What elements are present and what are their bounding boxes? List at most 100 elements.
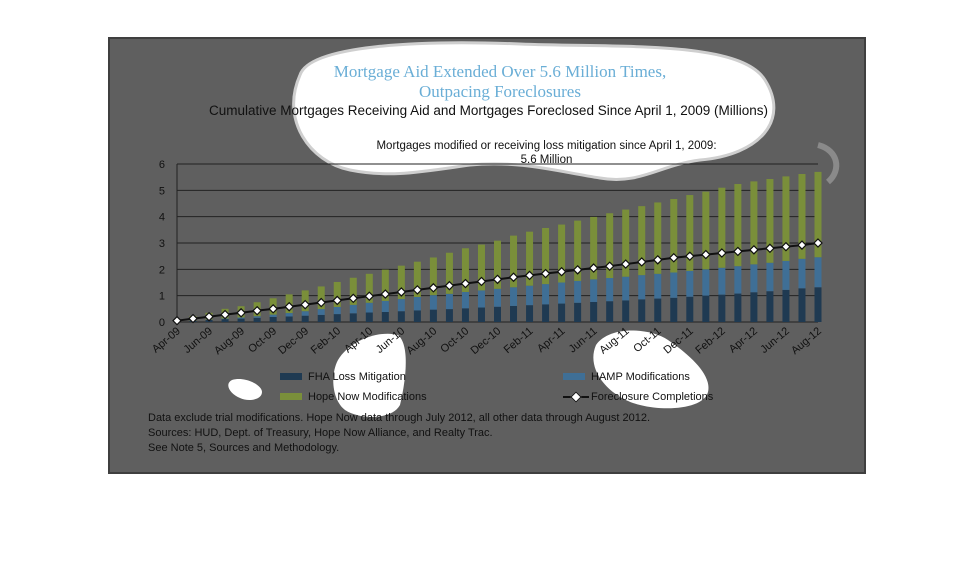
bar-fha-loss-mitigation (445, 309, 453, 322)
blob-right-cutout (593, 330, 709, 409)
bar-hamp-modifications (301, 311, 309, 316)
bar-hamp-modifications (253, 316, 261, 318)
y-tick-label: 3 (159, 238, 165, 250)
bar-hope-now-modifications (413, 261, 421, 297)
bar-fha-loss-mitigation (670, 297, 678, 322)
foreclosure-marker (332, 295, 343, 306)
bar-fha-loss-mitigation (365, 312, 373, 322)
foreclosure-marker (668, 252, 679, 263)
bar-hope-now-modifications (558, 224, 566, 283)
bar-hamp-modifications (381, 300, 389, 312)
bar-fha-loss-mitigation (590, 301, 598, 322)
bar-fha-loss-mitigation (349, 313, 357, 322)
bar-hope-now-modifications (365, 273, 373, 303)
bar-hamp-modifications (461, 291, 469, 309)
bar-fha-loss-mitigation (702, 295, 710, 322)
x-tick-label: Feb-11 (502, 325, 536, 356)
legend-swatch (563, 391, 589, 403)
y-axis-ticks: 0 1 2 3 4 5 6 (159, 159, 165, 329)
y-tick-label: 0 (159, 317, 165, 329)
legend-label: Foreclosure Completions (591, 391, 714, 403)
stacked-bars (173, 171, 822, 322)
x-tick-label: Dec-10 (469, 325, 504, 357)
x-tick-label: Dec-09 (276, 325, 311, 357)
bar-hamp-modifications (317, 309, 325, 315)
bar-fha-loss-mitigation (285, 316, 293, 322)
bar-fha-loss-mitigation (429, 309, 437, 322)
bar-fha-loss-mitigation (686, 296, 694, 322)
legend-label: HAMP Modifications (591, 371, 690, 383)
y-tick-label: 4 (159, 212, 165, 224)
foreclosure-marker (508, 272, 519, 283)
foreclosure-marker (204, 311, 214, 322)
bar-hope-now-modifications (798, 174, 806, 259)
foreclosure-marker (733, 246, 743, 257)
footnote-sources: Sources: HUD, Dept. of Treasury, Hope No… (148, 427, 493, 439)
bar-hamp-modifications (510, 287, 518, 306)
foreclosure-marker (268, 303, 278, 314)
foreclosure-marker (813, 238, 823, 248)
legend-label: FHA Loss Mitigation (308, 371, 406, 383)
y-tick-label: 6 (159, 159, 165, 171)
foreclosure-marker (588, 263, 599, 273)
x-tick-label: Aug-11 (597, 325, 631, 356)
bar-hamp-modifications (798, 258, 806, 289)
bar-hope-now-modifications (590, 216, 598, 280)
bar-hope-now-modifications (670, 199, 678, 273)
footnote-methodology: See Note 5, Sources and Methodology. (148, 442, 340, 454)
bar-fha-loss-mitigation (814, 287, 822, 322)
bar-fha-loss-mitigation (654, 298, 662, 322)
bar-hope-now-modifications (494, 240, 501, 289)
x-tick-label: Dec-11 (661, 325, 695, 356)
bar-hope-now-modifications (445, 252, 453, 294)
bar-fha-loss-mitigation (461, 308, 469, 322)
bar-hope-now-modifications (734, 184, 742, 267)
callout-arrow (817, 142, 840, 185)
bar-hope-now-modifications (814, 171, 822, 258)
x-tick-label: Aug-10 (404, 325, 439, 357)
foreclosure-marker (652, 255, 663, 265)
legend-swatch (280, 373, 302, 380)
bar-fha-loss-mitigation (301, 315, 309, 322)
foreclosure-marker (412, 285, 423, 295)
bar-hamp-modifications (237, 317, 245, 319)
bar-hope-now-modifications (461, 248, 469, 292)
chart-annotation: Mortgages modified or receiving loss mit… (376, 140, 717, 166)
bar-hope-now-modifications (542, 227, 550, 285)
bar-fha-loss-mitigation (798, 288, 806, 322)
x-tick-label: Apr-09 (150, 325, 183, 355)
foreclosure-marker (572, 265, 583, 275)
bar-hamp-modifications (670, 272, 678, 298)
bar-fha-loss-mitigation (638, 299, 646, 322)
legend-swatch (563, 373, 585, 380)
chart-title: Mortgage Aid Extended Over 5.6 Million T… (333, 62, 667, 101)
foreclosure-marker (636, 257, 647, 267)
foreclosure-marker (492, 274, 503, 285)
bar-hope-now-modifications (782, 176, 790, 261)
bar-hamp-modifications (558, 282, 566, 304)
legend-label: Hope Now Modifications (308, 391, 427, 403)
bar-fha-loss-mitigation (718, 294, 726, 322)
x-tick-label: Oct-10 (438, 325, 471, 355)
x-tick-label: Jun-09 (181, 325, 214, 356)
bar-hope-now-modifications (381, 269, 389, 301)
foreclosure-marker (364, 291, 375, 302)
chart-subtitle: Cumulative Mortgages Receiving Aid and M… (209, 103, 769, 118)
bar-hamp-modifications (814, 257, 822, 288)
bar-hope-now-modifications (638, 206, 646, 276)
bar-hamp-modifications (445, 293, 453, 310)
foreclosure-marker (765, 243, 775, 254)
bar-hamp-modifications (333, 306, 341, 315)
foreclosure-marker (252, 305, 262, 316)
bar-hope-now-modifications (429, 257, 437, 296)
x-tick-label: Aug-09 (212, 325, 247, 357)
bar-hamp-modifications (654, 273, 662, 299)
bar-hamp-modifications (526, 285, 534, 306)
foreclosure-marker (476, 276, 487, 287)
foreclosure-marker (556, 266, 567, 277)
bar-hope-now-modifications (477, 244, 485, 291)
bar-hope-now-modifications (397, 265, 405, 300)
bar-fha-loss-mitigation (381, 311, 389, 322)
